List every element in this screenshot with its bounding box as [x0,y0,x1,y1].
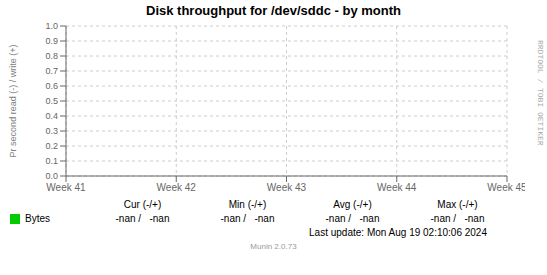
html-text:Bytes: Bytes [25,213,50,224]
svg-text:0.3: 0.3 [45,126,58,136]
svg-text:0.4: 0.4 [45,111,58,121]
html-text:-nan /: -nan / [430,213,457,224]
html-text:Disk throughput for /dev/sddc: Disk throughput for /dev/sddc - by month [146,3,401,18]
html-text:-nan: -nan [464,213,485,224]
svg-text:Pr second read (-) / write (+): Pr second read (-) / write (+) [8,45,18,158]
html-text:-nan: -nan [149,213,170,224]
html-text:Avg (-/+): Avg (-/+) [333,199,372,210]
svg-text:0.6: 0.6 [45,81,58,91]
svg-text:0.5: 0.5 [45,96,58,106]
html-text:Munin 2.0.73: Munin 2.0.73 [250,242,297,251]
svg-text:0.8: 0.8 [45,51,58,61]
html-text:RRDTOOL / TOBI OETIKER: RRDTOOL / TOBI OETIKER [536,40,545,146]
svg-text:0.9: 0.9 [45,36,58,46]
html-text:-nan: -nan [359,213,380,224]
svg-text:Week 43: Week 43 [267,182,307,193]
svg-text:0.7: 0.7 [45,66,58,76]
svg-text:Week 41: Week 41 [46,182,86,193]
html-text:-nan /: -nan / [220,213,247,224]
html-text:-nan /: -nan / [115,213,142,224]
html-text:-nan: -nan [254,213,275,224]
html-text:Last update: Mon Aug 19 02:10:: Last update: Mon Aug 19 02:10:06 2024 [309,227,487,238]
html-text:Min (-/+): Min (-/+) [228,199,267,210]
svg-text:0.0: 0.0 [45,171,58,181]
html-text:Max (-/+): Max (-/+) [437,199,478,210]
svg-text:0.2: 0.2 [45,141,58,151]
svg-text:0.1: 0.1 [45,156,58,166]
html-text:-nan /: -nan / [325,213,352,224]
html-text:Cur (-/+): Cur (-/+) [123,199,162,210]
svg-text:1.0: 1.0 [45,21,58,31]
svg-text:Week 45: Week 45 [487,182,525,193]
svg-text:Week 42: Week 42 [157,182,197,193]
svg-text:Week 44: Week 44 [377,182,417,193]
